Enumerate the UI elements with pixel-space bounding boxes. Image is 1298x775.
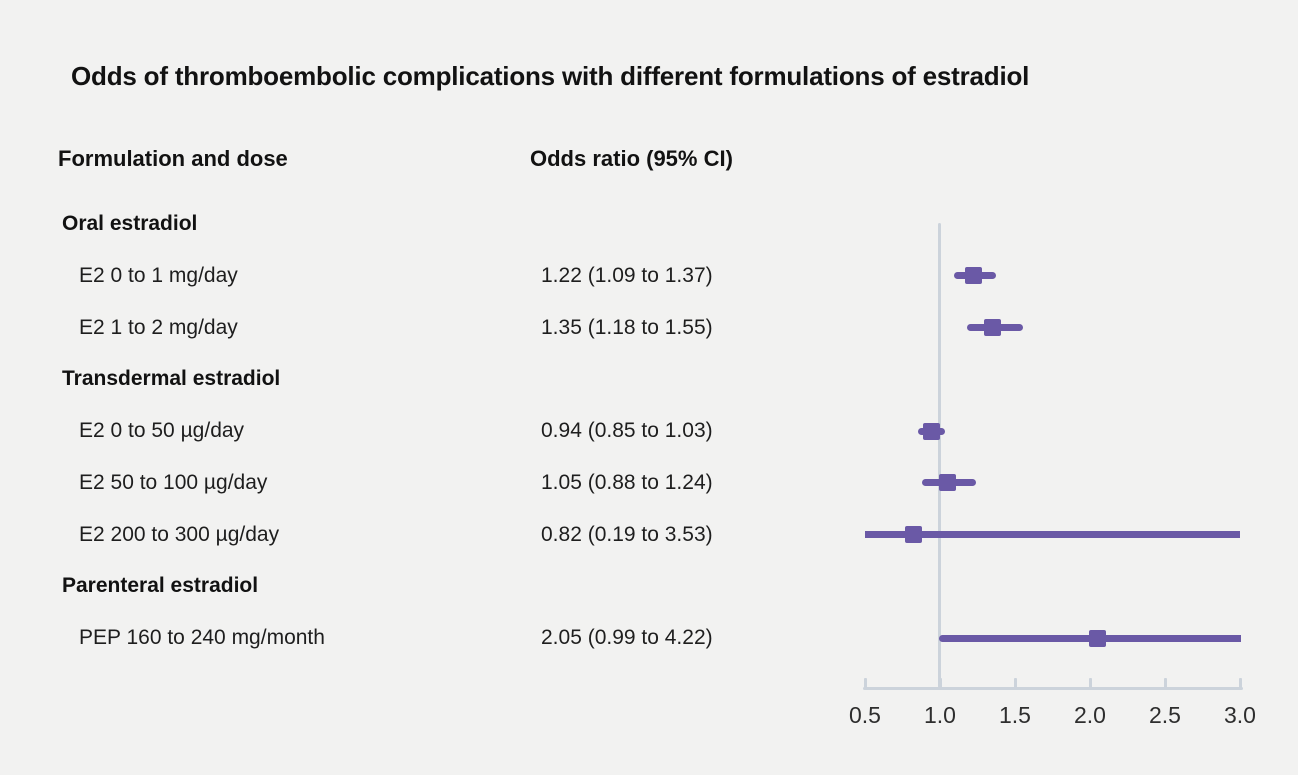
group-label: Parenteral estradiol — [62, 574, 259, 598]
row-value: 2.05 (0.99 to 4.22) — [541, 626, 713, 649]
x-axis-line — [863, 687, 1243, 690]
x-axis-tick-mark — [1089, 678, 1092, 688]
x-axis-tick-label: 1.5 — [999, 702, 1031, 728]
row-value: 1.05 (0.88 to 1.24) — [541, 470, 713, 494]
point-estimate-marker — [984, 319, 1001, 336]
row-value: 1.35 (1.18 to 1.55) — [541, 315, 713, 339]
point-estimate-marker — [965, 267, 982, 284]
row-label: E2 0 to 1 mg/day — [79, 263, 238, 287]
row-label: E2 0 to 50 µg/day — [79, 419, 245, 442]
x-axis-tick-label: 0.5 — [849, 702, 881, 728]
point-estimate-marker — [1089, 630, 1106, 647]
group-label: Oral estradiol — [62, 212, 198, 235]
point-estimate-marker — [939, 474, 956, 491]
x-axis-tick-label: 2.5 — [1149, 702, 1181, 728]
group-label: Transdermal estradiol — [62, 367, 281, 391]
reference-line — [938, 223, 941, 688]
x-axis-tick-mark — [864, 678, 867, 688]
row-value: 0.94 (0.85 to 1.03) — [541, 419, 713, 442]
row-label: E2 50 to 100 µg/day — [79, 470, 268, 494]
row-label: PEP 160 to 240 mg/month — [79, 626, 325, 649]
row-value: 0.82 (0.19 to 3.53) — [541, 522, 713, 546]
column-header-formulation: Formulation and dose — [58, 146, 288, 171]
point-estimate-marker — [923, 423, 940, 440]
x-axis-tick-mark — [1164, 678, 1167, 688]
row-label: E2 200 to 300 µg/day — [79, 522, 280, 546]
x-axis-tick-mark — [939, 678, 942, 688]
x-axis-tick-label: 3.0 — [1224, 702, 1256, 728]
x-axis-tick-mark — [1239, 678, 1242, 688]
column-header-odds-ratio: Odds ratio (95% CI) — [530, 146, 733, 171]
x-axis-tick-label: 1.0 — [924, 702, 956, 728]
ci-line — [865, 531, 1240, 538]
row-value: 1.22 (1.09 to 1.37) — [541, 263, 713, 287]
x-axis-tick-mark — [1014, 678, 1017, 688]
x-axis-tick-label: 2.0 — [1074, 702, 1106, 728]
point-estimate-marker — [905, 526, 922, 543]
row-label: E2 1 to 2 mg/day — [79, 315, 238, 339]
page-title: Odds of thromboembolic complications wit… — [71, 61, 1030, 91]
